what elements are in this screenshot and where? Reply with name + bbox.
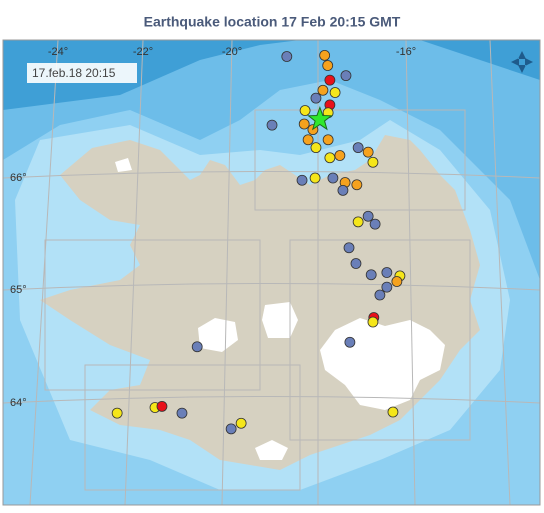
drangajokull [115, 158, 132, 172]
earthquake [156, 400, 168, 412]
earthquake [367, 156, 379, 168]
meridian [29, 40, 59, 505]
earthquake [310, 92, 322, 104]
earthquake [337, 184, 349, 196]
meridian [124, 40, 144, 505]
earthquake [281, 51, 293, 62]
lat-label: 65° [10, 284, 27, 296]
region-box [254, 109, 466, 211]
map-title: Earthquake location 17 Feb 20:15 GMT [144, 14, 401, 30]
earthquake [352, 216, 364, 228]
earthquake [381, 281, 393, 293]
earthquake [369, 218, 381, 230]
earthquake [298, 118, 310, 130]
earthquake [344, 336, 356, 348]
myrdalsjokull [255, 440, 288, 460]
earthquake [329, 87, 341, 98]
earthquake [310, 142, 322, 154]
earthquake [322, 60, 334, 71]
earthquake [381, 267, 393, 278]
meridian [405, 40, 416, 505]
earthquake [350, 258, 362, 269]
region-box [289, 239, 471, 441]
meridian [221, 40, 233, 505]
earthquake [235, 417, 247, 429]
earthquake [319, 49, 331, 61]
lon-label: -24° [48, 46, 68, 58]
earthquake [191, 341, 203, 353]
earthquake [327, 172, 339, 184]
grid [3, 40, 540, 505]
timestamp: 17.feb.18 20:15 [32, 66, 116, 80]
lon-label: -22° [133, 46, 153, 58]
earthquake [322, 134, 334, 146]
earthquake [334, 150, 346, 161]
earthquake [365, 269, 377, 281]
region-box [84, 364, 301, 491]
earthquake [352, 142, 364, 154]
earthquake [343, 242, 355, 254]
lon-label: -16° [396, 46, 416, 58]
earthquake [367, 316, 379, 328]
earthquake [317, 84, 329, 96]
earthquake [296, 174, 308, 186]
earthquake [387, 406, 399, 418]
parallel [3, 283, 540, 291]
langjokull [198, 318, 238, 352]
compass-icon[interactable] [511, 51, 533, 73]
earthquake [374, 289, 386, 301]
lat-label: 64° [10, 397, 27, 409]
parallel [3, 396, 540, 404]
earthquake [362, 210, 374, 222]
earthquake [176, 407, 188, 419]
pan-control[interactable] [511, 51, 533, 73]
lat-label: 66° [10, 172, 27, 184]
hofsjokull [262, 302, 298, 338]
earthquake [351, 179, 363, 191]
earthquake [340, 70, 352, 82]
earthquake [302, 134, 314, 146]
earthquake [309, 172, 321, 184]
meridian [489, 40, 511, 505]
earthquake [362, 146, 374, 158]
earthquake [299, 105, 311, 116]
lon-label: -20° [222, 46, 242, 58]
timestamp-box [27, 63, 137, 83]
map-area [3, 40, 540, 505]
main-earthquake [307, 106, 333, 131]
map-frame [2, 39, 541, 506]
earthquake [266, 119, 278, 131]
earthquake [324, 152, 336, 164]
earthquake [391, 276, 403, 287]
earthquake [324, 74, 336, 86]
region-box [44, 239, 261, 391]
earthquake [111, 407, 123, 419]
earthquake [225, 423, 237, 435]
